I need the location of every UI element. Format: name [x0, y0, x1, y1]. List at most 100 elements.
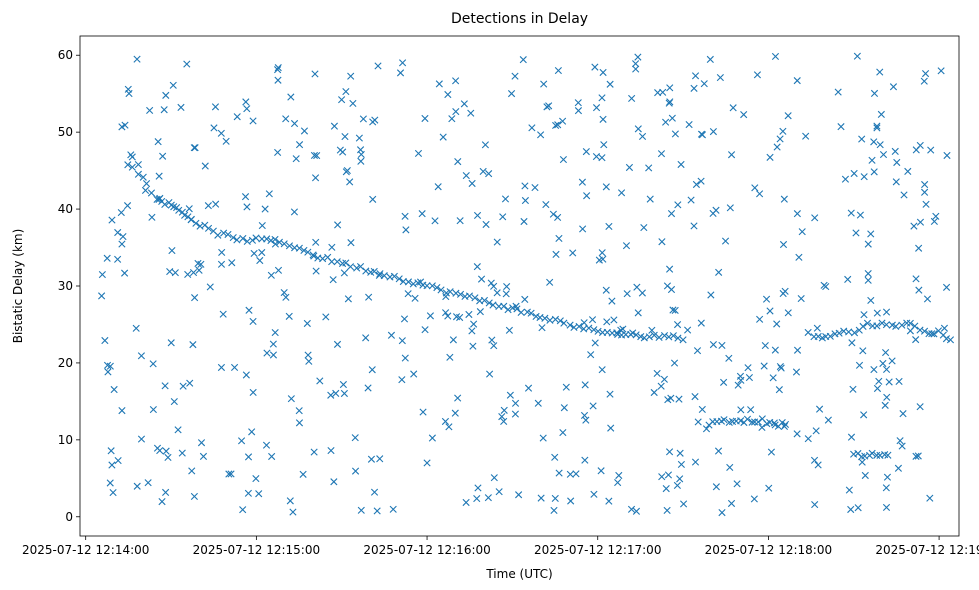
detection-point	[356, 262, 365, 271]
detection-point	[879, 150, 888, 159]
detection-point	[123, 202, 132, 210]
detection-point	[362, 334, 370, 342]
detection-point	[239, 506, 247, 514]
detection-point	[634, 309, 642, 317]
detection-point	[844, 275, 852, 283]
x-tick-label: 2025-07-12 12:15:00	[193, 543, 320, 557]
detection-point	[367, 455, 376, 463]
detection-point	[893, 158, 901, 167]
detection-point	[175, 206, 183, 214]
detection-point	[632, 331, 640, 339]
x-tick-label: 2025-07-12 12:16:00	[363, 543, 490, 557]
detection-point	[484, 494, 492, 502]
detection-point	[906, 319, 914, 327]
detection-point	[545, 102, 553, 110]
detection-point	[671, 130, 679, 138]
detection-point	[687, 196, 695, 204]
detection-point	[804, 328, 812, 337]
detection-point	[605, 497, 613, 505]
detection-point	[269, 351, 278, 359]
detection-point	[607, 424, 615, 432]
detection-point	[850, 169, 858, 178]
detection-point	[435, 80, 443, 88]
detection-point	[275, 238, 284, 246]
detection-point	[295, 407, 303, 415]
detection-point	[622, 242, 631, 250]
detection-point	[300, 246, 308, 255]
detection-point	[189, 268, 198, 277]
detection-point	[899, 410, 907, 418]
detection-point	[594, 327, 602, 335]
detection-point	[773, 143, 781, 151]
detection-point	[237, 437, 246, 445]
detection-point	[137, 352, 146, 360]
detection-point	[227, 470, 235, 478]
detection-point	[555, 234, 563, 243]
detection-point	[274, 76, 282, 84]
detection-point	[177, 103, 185, 111]
detection-point	[603, 318, 611, 326]
detection-point	[347, 72, 355, 80]
detection-point	[623, 290, 631, 298]
detection-point	[666, 98, 674, 106]
detection-point	[504, 306, 512, 314]
detection-point	[179, 382, 187, 390]
y-axis-ticks: 0 10 20 30 40 50 60	[58, 48, 80, 524]
detection-point	[434, 183, 442, 191]
detection-point	[697, 319, 705, 327]
detection-point	[506, 391, 514, 399]
detection-point	[303, 319, 311, 328]
detection-point	[160, 106, 168, 114]
detection-point	[679, 500, 688, 508]
detection-point	[691, 72, 700, 80]
detection-point	[218, 248, 226, 256]
detection-point	[174, 426, 182, 434]
detection-point	[663, 282, 672, 290]
detection-point	[178, 449, 186, 457]
detection-point	[108, 216, 116, 224]
detection-point	[675, 395, 683, 403]
detection-point	[691, 458, 700, 466]
detection-point	[333, 258, 341, 266]
detection-point	[837, 123, 845, 131]
detection-point	[485, 170, 493, 178]
detection-point	[602, 286, 610, 294]
detection-point	[274, 64, 282, 72]
detection-point	[849, 385, 857, 393]
detection-point	[414, 279, 422, 287]
detection-point	[511, 399, 520, 407]
detection-point	[780, 195, 788, 203]
detection-point	[262, 441, 271, 449]
detection-point	[915, 286, 923, 294]
detection-point	[423, 282, 431, 290]
detection-point	[826, 332, 834, 340]
detection-point	[615, 471, 623, 480]
detection-point	[870, 168, 878, 176]
detection-point	[498, 413, 506, 421]
detection-point	[162, 447, 170, 455]
detection-point	[244, 453, 253, 461]
detection-point	[186, 379, 194, 387]
detection-point	[758, 423, 766, 432]
detection-point	[485, 299, 493, 307]
detection-point	[342, 87, 350, 96]
detection-point	[718, 509, 726, 517]
chart-title: Detections in Delay	[451, 11, 588, 27]
detection-point	[599, 115, 607, 123]
detection-point	[769, 374, 777, 382]
detection-point	[670, 359, 679, 367]
detection-point	[882, 365, 891, 374]
detection-point	[244, 489, 252, 497]
detection-point	[287, 93, 295, 101]
detection-point	[663, 506, 671, 514]
detection-point	[712, 483, 720, 491]
detection-point	[813, 324, 821, 332]
detection-point	[550, 506, 558, 515]
detection-point	[531, 183, 539, 192]
detection-point	[370, 488, 379, 496]
detection-point	[290, 119, 299, 128]
detection-point	[444, 312, 452, 320]
detection-point	[357, 506, 365, 514]
detection-point	[524, 384, 533, 392]
detection-point	[132, 324, 140, 332]
